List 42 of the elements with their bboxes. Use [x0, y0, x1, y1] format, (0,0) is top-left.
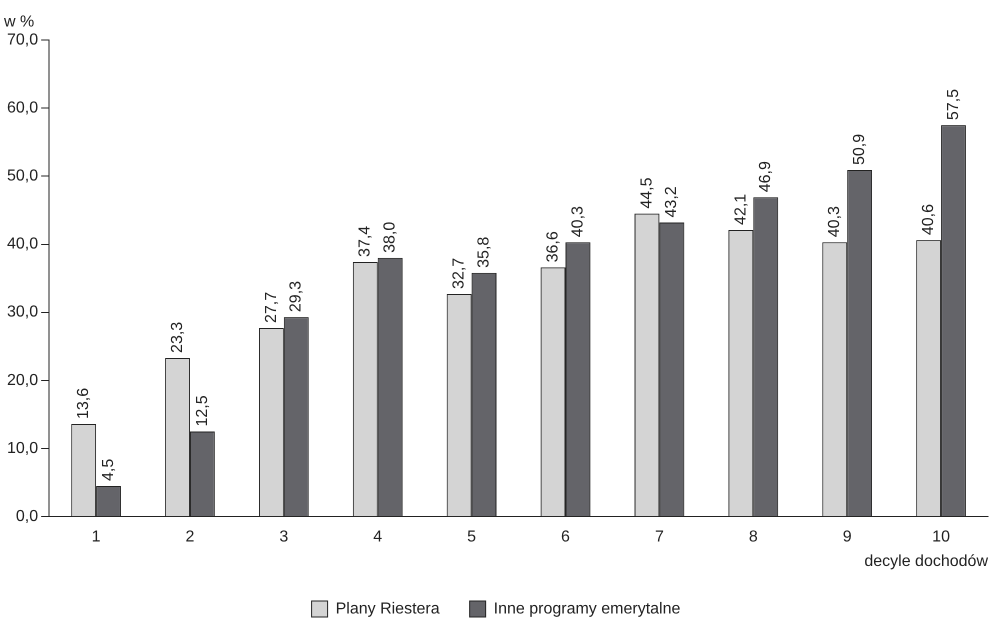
data-label: 37,4 — [356, 226, 374, 257]
x-tick-label: 9 — [842, 528, 852, 546]
data-label: 38,0 — [382, 222, 399, 253]
data-label: 27,7 — [262, 292, 280, 324]
x-tick-label: 3 — [279, 528, 288, 546]
data-label: 42,1 — [732, 194, 750, 225]
legend-label: Inne programy emerytalne — [494, 600, 681, 618]
y-axis-title: w % — [3, 13, 34, 30]
y-tick-label: 0,0 — [16, 508, 38, 526]
data-label: 4,5 — [100, 458, 117, 481]
x-tick-label: 8 — [748, 528, 758, 546]
x-axis-title: decyle dochodów — [864, 552, 988, 570]
x-tick-label: 7 — [654, 528, 664, 546]
data-label: 32,7 — [450, 258, 468, 289]
x-tick-label: 10 — [932, 528, 950, 546]
y-tick-label: 60,0 — [7, 99, 38, 116]
data-label: 29,3 — [288, 280, 305, 312]
data-label: 40,3 — [826, 206, 844, 238]
data-label: 50,9 — [851, 134, 868, 166]
data-label: 40,6 — [920, 204, 938, 236]
data-label: 35,8 — [475, 236, 492, 268]
y-tick-label: 30,0 — [7, 304, 38, 321]
x-tick-label: 2 — [186, 528, 195, 546]
x-tick-label: 6 — [561, 528, 570, 546]
y-tick-label: 70,0 — [7, 31, 38, 48]
y-tick-label: 50,0 — [7, 168, 38, 185]
y-tick-label: 40,0 — [7, 236, 38, 253]
data-label: 12,5 — [194, 395, 211, 426]
data-label: 44,5 — [638, 177, 656, 209]
data-label: 43,2 — [663, 186, 680, 218]
legend-label: Plany Riestera — [336, 600, 440, 618]
data-label: 13,6 — [75, 388, 92, 420]
data-label: 57,5 — [944, 88, 962, 120]
data-label: 46,9 — [757, 161, 774, 192]
data-label: 23,3 — [168, 322, 186, 353]
data-label: 36,6 — [544, 231, 562, 262]
x-tick-label: 5 — [467, 528, 476, 546]
y-tick-label: 20,0 — [7, 372, 38, 389]
y-tick-label: 10,0 — [7, 440, 38, 457]
data-label: 40,3 — [569, 206, 586, 238]
x-tick-label: 1 — [92, 528, 101, 546]
x-tick-label: 4 — [373, 528, 382, 546]
